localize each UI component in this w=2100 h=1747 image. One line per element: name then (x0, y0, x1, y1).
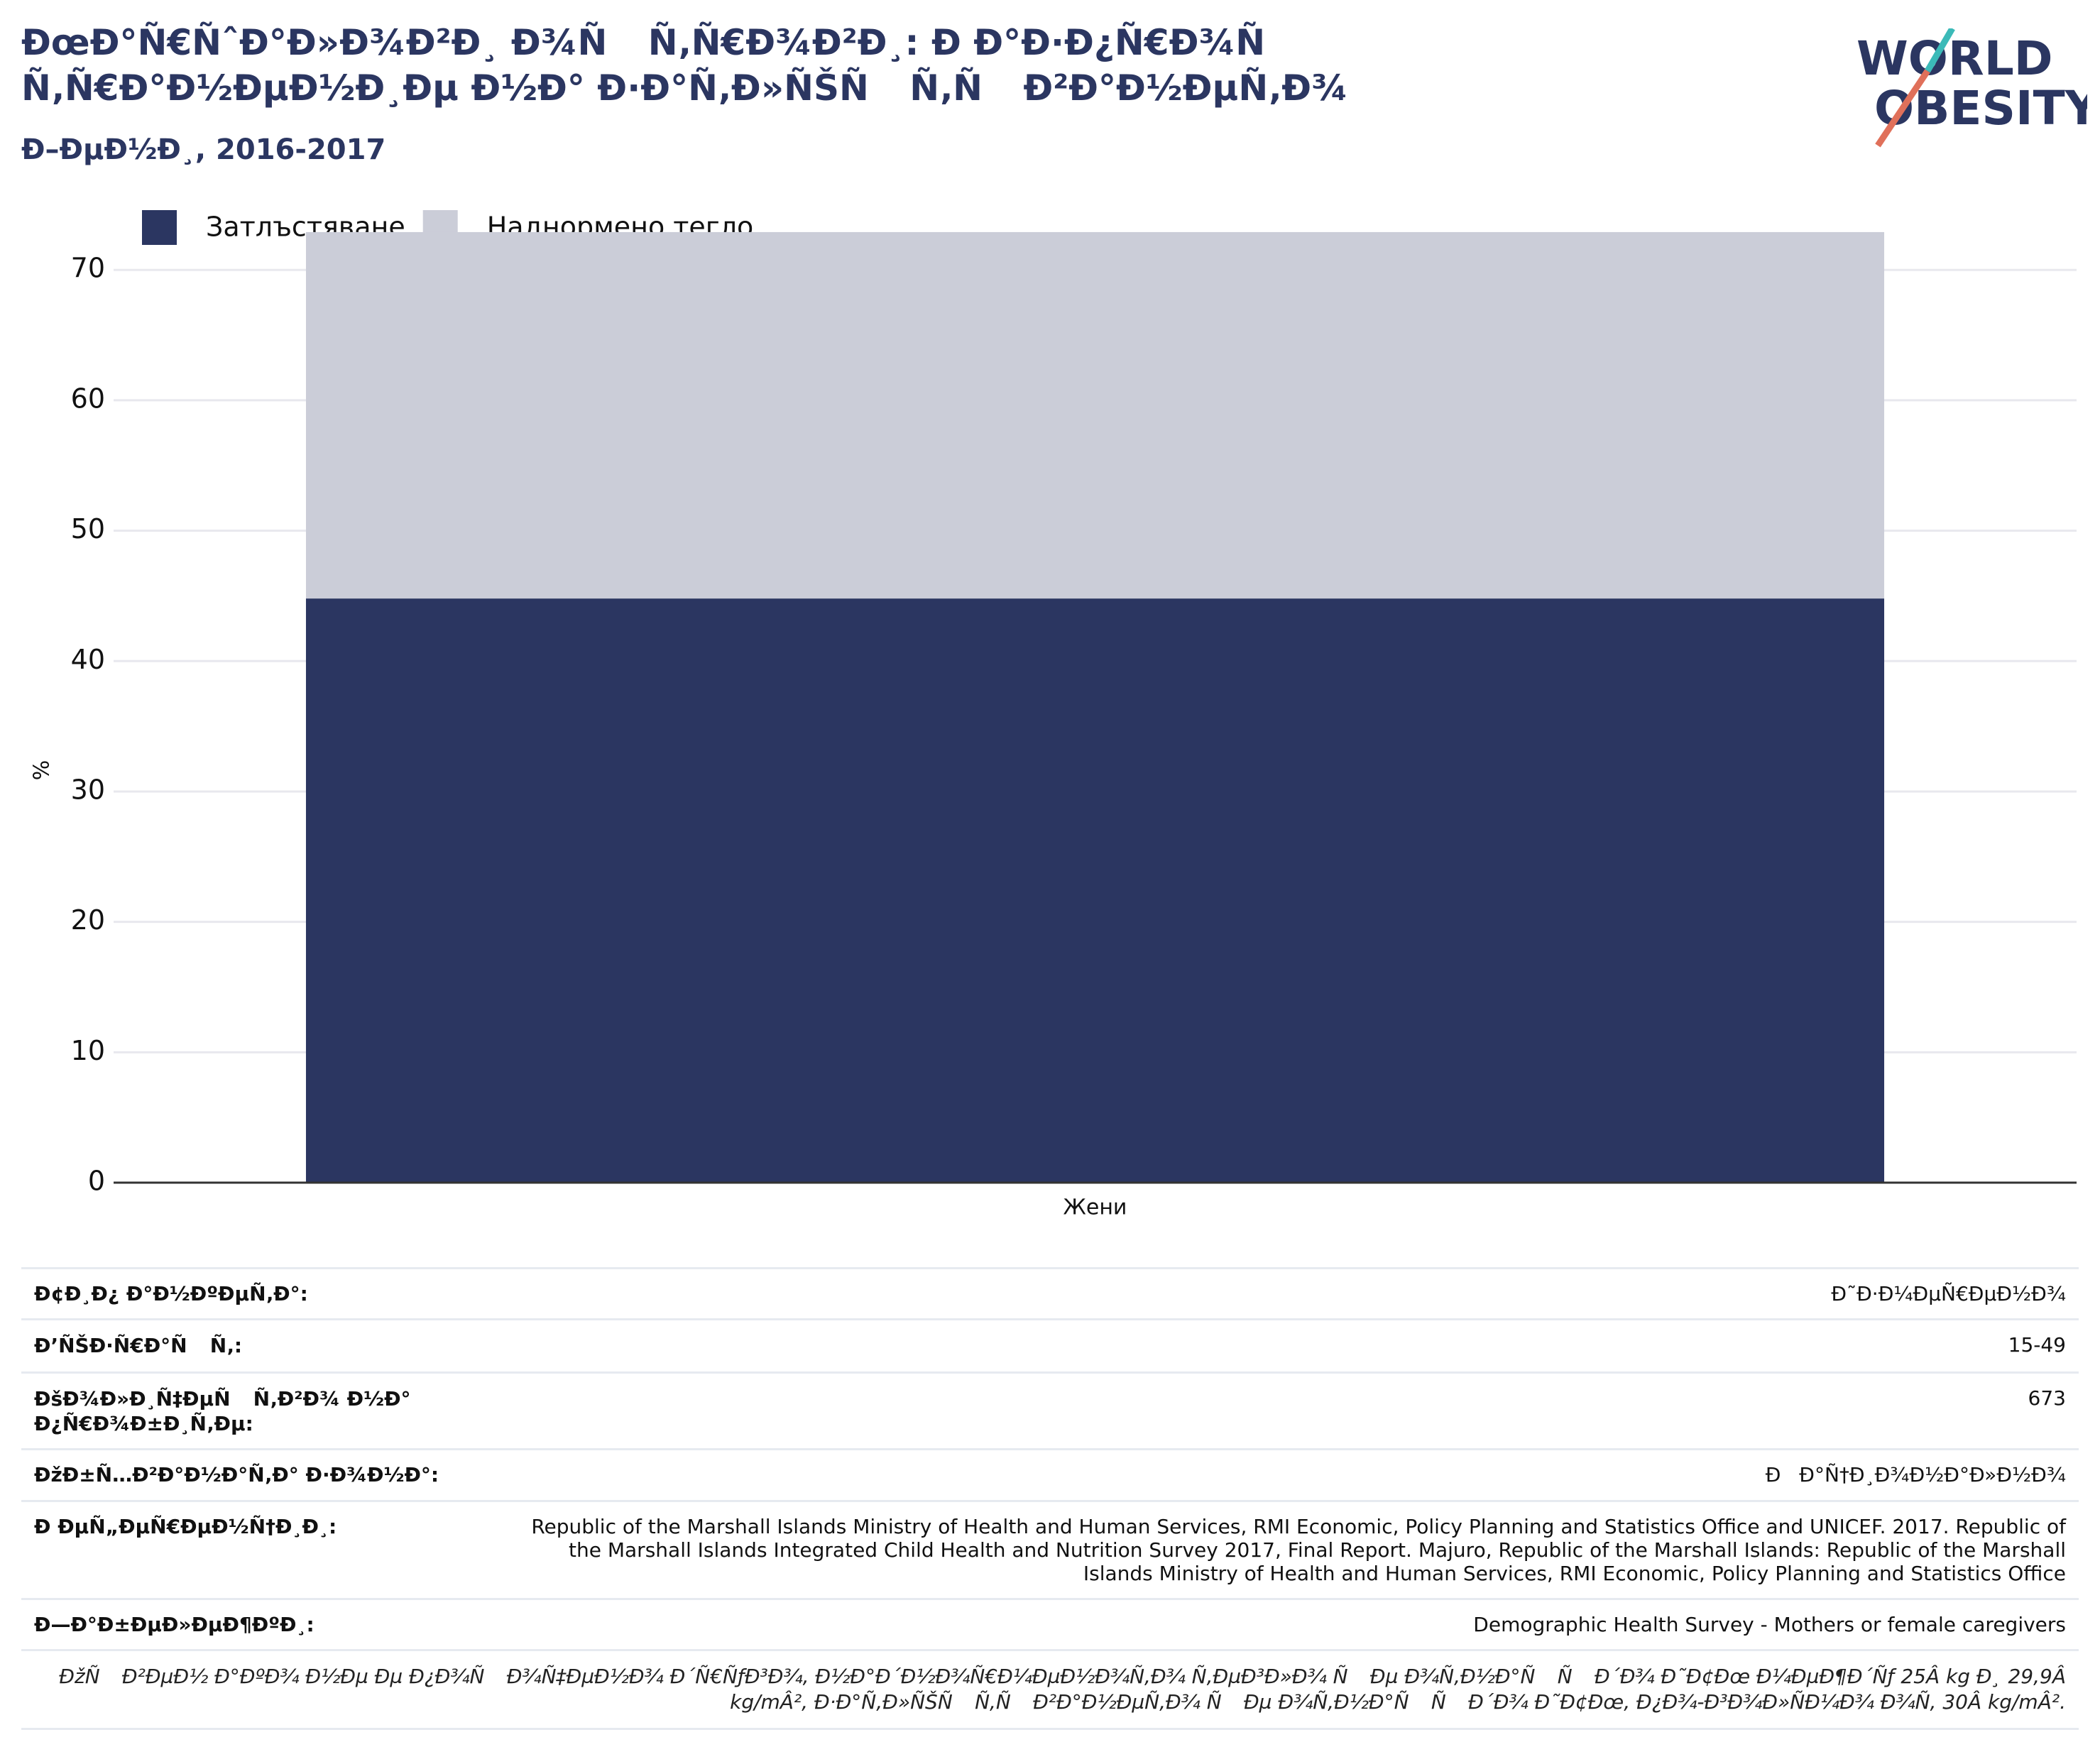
row-key: ÐžÐ±Ñ…Ð²Ð°Ð½Ð°Ñ‚Ð° Ð·Ð¾Ð½Ð°: (21, 1448, 501, 1502)
table-row: Ð ÐµÑ„ÐµÑ€ÐµÐ½Ñ†Ð¸Ð¸: Republic of the Mar… (21, 1500, 2079, 1600)
y-axis-label: % (30, 760, 55, 781)
row-key: ÐšÐ¾Ð»Ð¸Ñ‡ÐµÑ Ñ‚Ð²Ð¾ Ð½Ð° Ð¿Ñ€Ð¾Ð±Ð¸Ñ‚Ð… (21, 1371, 501, 1450)
subtitle: Ð–ÐµÐ½Ð¸, 2016-2017 (21, 133, 386, 166)
logo: WORLD OBESITY (1856, 28, 2087, 148)
y-tick-label: 20 (71, 904, 105, 936)
bar-segment (305, 598, 1885, 1183)
row-value: Demographic Health Survey - Mothers or f… (501, 1598, 2079, 1651)
row-value: Republic of the Marshall Islands Ministr… (501, 1500, 2079, 1600)
y-tick-label: 70 (71, 253, 105, 284)
logo-stroke (1875, 69, 1930, 148)
y-tick-label: 40 (71, 644, 105, 675)
title: ÐœÐ°Ñ€ÑˆÐ°Ð»Ð¾Ð²Ð¸ Ð¾Ñ Ñ‚Ñ€Ð¾Ð²Ð¸: Ð Ð°… (21, 22, 1348, 109)
info-table: Ð¢Ð¸Ð¿ Ð°Ð½ÐºÐµÑ‚Ð°: Ð˜Ð·Ð¼ÐµÑ€ÐµÐ½Ð¾ Ð’ÑŠ… (21, 1267, 2079, 1730)
table-row: ÐžÐ±Ñ…Ð²Ð°Ð½Ð°Ñ‚Ð° Ð·Ð¾Ð½Ð°: Ð Ð°Ñ†Ð¸Ð¾Ð… (21, 1448, 2079, 1502)
logo-text: OBESITY (1874, 81, 2087, 136)
row-value: Ð˜Ð·Ð¼ÐµÑ€ÐµÐ½Ð¾ (501, 1267, 2079, 1320)
y-tick-label: 60 (71, 383, 105, 414)
row-value: 15-49 (501, 1318, 2079, 1374)
y-tick-label: 0 (88, 1166, 105, 1197)
row-value: Ð Ð°Ñ†Ð¸Ð¾Ð½Ð°Ð»Ð½Ð¾ (501, 1448, 2079, 1502)
row-key: Ð ÐµÑ„ÐµÑ€ÐµÐ½Ñ†Ð¸Ð¸: (21, 1500, 501, 1600)
row-key: Ð—Ð°Ð±ÐµÐ»ÐµÐ¶ÐºÐ¸: (21, 1598, 501, 1651)
row-value: 673 (501, 1371, 2079, 1450)
bar-segment (305, 231, 1885, 599)
logo-stroke (1925, 28, 1955, 73)
y-tick-label: 30 (71, 774, 105, 805)
y-tick-label: 10 (71, 1035, 105, 1066)
x-tick-label: Жени (1063, 1195, 1127, 1220)
logo-text: WORLD (1856, 31, 2053, 86)
table-row: Ð¢Ð¸Ð¿ Ð°Ð½ÐºÐµÑ‚Ð°: Ð˜Ð·Ð¼ÐµÑ€ÐµÐ½Ð¾ (21, 1267, 2079, 1320)
note: ÐžÑ Ð²ÐµÐ½ Ð°ÐºÐ¾ Ð½Ðµ Ðµ Ð¿Ð¾Ñ Ð¾Ñ‡Ðµ… (21, 1649, 2079, 1730)
legend-swatch (142, 210, 177, 245)
row-key: Ð¢Ð¸Ð¿ Ð°Ð½ÐºÐµÑ‚Ð°: (21, 1267, 501, 1320)
row-key: Ð’ÑŠÐ·Ñ€Ð°Ñ Ñ‚: (21, 1318, 501, 1374)
y-tick-label: 50 (71, 513, 105, 544)
table-row: ÐžÑ Ð²ÐµÐ½ Ð°ÐºÐ¾ Ð½Ðµ Ðµ Ð¿Ð¾Ñ Ð¾Ñ‡Ðµ… (21, 1649, 2079, 1730)
table-row: Ð—Ð°Ð±ÐµÐ»ÐµÐ¶ÐºÐ¸: Demographic Health Su… (21, 1598, 2079, 1651)
table-row: Ð’ÑŠÐ·Ñ€Ð°Ñ Ñ‚: 15-49 (21, 1318, 2079, 1374)
chart: Затлъстяване Наднормено тегло010203040506… (30, 210, 2077, 1220)
table-row: ÐšÐ¾Ð»Ð¸Ñ‡ÐµÑ Ñ‚Ð²Ð¾ Ð½Ð° Ð¿Ñ€Ð¾Ð±Ð¸Ñ‚Ð… (21, 1371, 2079, 1450)
